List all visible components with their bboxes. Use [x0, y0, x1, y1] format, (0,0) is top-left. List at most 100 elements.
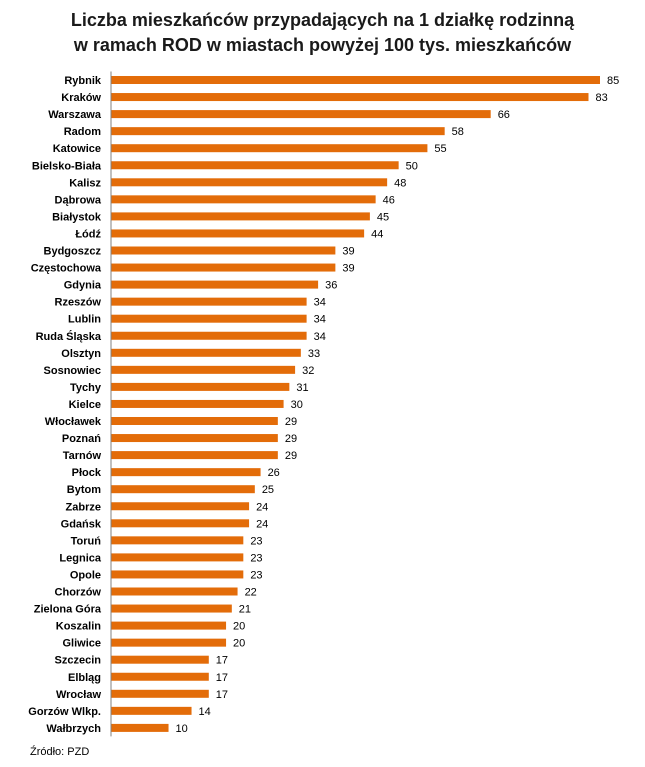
bar	[111, 127, 445, 136]
data-label: 85	[607, 75, 619, 87]
data-label: 30	[291, 399, 303, 411]
data-label: 23	[250, 569, 262, 581]
category-label: Bielsko-Biała	[32, 160, 102, 172]
bar	[111, 144, 428, 153]
category-label: Białystok	[52, 211, 102, 223]
bars-layer: Rybnik 85 Kraków 83 Warszawa 66 Radom 58 Katowic…	[28, 75, 619, 735]
category-label: Częstochowa	[31, 263, 102, 275]
bar	[111, 570, 244, 579]
bar	[111, 604, 232, 613]
bar	[111, 689, 209, 698]
data-label: 32	[302, 365, 314, 377]
category-label: Poznań	[62, 433, 101, 445]
data-label: 45	[377, 211, 389, 223]
bar	[111, 621, 227, 630]
category-label: Bydgoszcz	[44, 246, 102, 258]
data-label: 39	[342, 263, 354, 275]
bar	[111, 229, 365, 238]
data-label: 29	[285, 416, 297, 428]
category-label: Zabrze	[66, 501, 101, 513]
category-label: Wałbrzych	[46, 723, 101, 735]
data-label: 34	[314, 331, 326, 343]
data-label: 24	[256, 501, 268, 513]
category-label: Rybnik	[64, 75, 102, 87]
data-label: 55	[434, 143, 446, 155]
category-label: Płock	[72, 467, 102, 479]
category-label: Wrocław	[56, 689, 101, 701]
bar	[111, 519, 250, 528]
bar	[111, 348, 301, 357]
category-label: Kraków	[61, 92, 101, 104]
data-label: 31	[296, 382, 308, 394]
category-label: Gdynia	[64, 280, 102, 292]
bar	[111, 263, 336, 272]
data-label: 17	[216, 689, 228, 701]
category-label: Zielona Góra	[34, 604, 102, 616]
category-label: Elbląg	[68, 672, 101, 684]
data-label: 48	[394, 177, 406, 189]
data-label: 17	[216, 655, 228, 667]
data-label: 21	[239, 604, 251, 616]
data-label: 23	[250, 535, 262, 547]
data-label: 58	[452, 126, 464, 138]
category-label: Kielce	[69, 399, 101, 411]
category-label: Gliwice	[62, 638, 101, 650]
bar	[111, 297, 307, 306]
bar	[111, 536, 244, 545]
data-label: 34	[314, 314, 326, 326]
category-label: Toruń	[71, 535, 102, 547]
bar	[111, 587, 238, 596]
category-label: Tychy	[70, 382, 102, 394]
data-label: 46	[383, 194, 395, 206]
category-label: Tarnów	[63, 450, 102, 462]
bar	[111, 723, 169, 732]
data-label: 26	[268, 467, 280, 479]
category-label: Włocławek	[45, 416, 102, 428]
bar	[111, 434, 278, 443]
data-label: 17	[216, 672, 228, 684]
bar	[111, 553, 244, 562]
data-label: 33	[308, 348, 320, 360]
data-label: 36	[325, 280, 337, 292]
data-label: 25	[262, 484, 274, 496]
data-label: 29	[285, 433, 297, 445]
chart-title-line-2: w ramach ROD w miastach powyżej 100 tys.…	[73, 35, 572, 55]
category-label: Opole	[70, 569, 101, 581]
data-label: 66	[498, 109, 510, 121]
data-label: 20	[233, 638, 245, 650]
bar	[111, 638, 227, 647]
data-label: 29	[285, 450, 297, 462]
bar	[111, 178, 388, 187]
bar	[111, 110, 491, 119]
data-label: 14	[199, 706, 211, 718]
bar	[111, 280, 319, 289]
category-label: Warszawa	[48, 109, 102, 121]
bar	[111, 502, 250, 511]
bar	[111, 76, 600, 84]
category-label: Chorzów	[55, 587, 102, 599]
bar	[111, 399, 284, 408]
chart-title: Liczba mieszkańców przypadających na 1 d…	[0, 8, 645, 58]
bar	[111, 417, 278, 425]
data-label: 22	[245, 587, 257, 599]
bar	[111, 468, 261, 477]
data-label: 10	[176, 723, 188, 735]
category-label: Gdańsk	[61, 518, 102, 530]
category-label: Koszalin	[56, 621, 102, 633]
category-label: Olsztyn	[61, 348, 101, 360]
category-label: Dąbrowa	[55, 194, 102, 206]
category-label: Kalisz	[69, 177, 101, 189]
bar	[111, 655, 209, 664]
bar	[111, 331, 307, 340]
source-note: Źródło: PZD	[30, 746, 90, 758]
category-label: Ruda Śląska	[36, 330, 102, 343]
bar	[111, 706, 192, 715]
data-label: 34	[314, 297, 326, 309]
data-label: 23	[250, 552, 262, 564]
bar	[111, 195, 376, 204]
bar	[111, 451, 278, 460]
category-label: Lublin	[68, 314, 101, 326]
bar	[111, 212, 370, 221]
category-label: Katowice	[53, 143, 101, 155]
